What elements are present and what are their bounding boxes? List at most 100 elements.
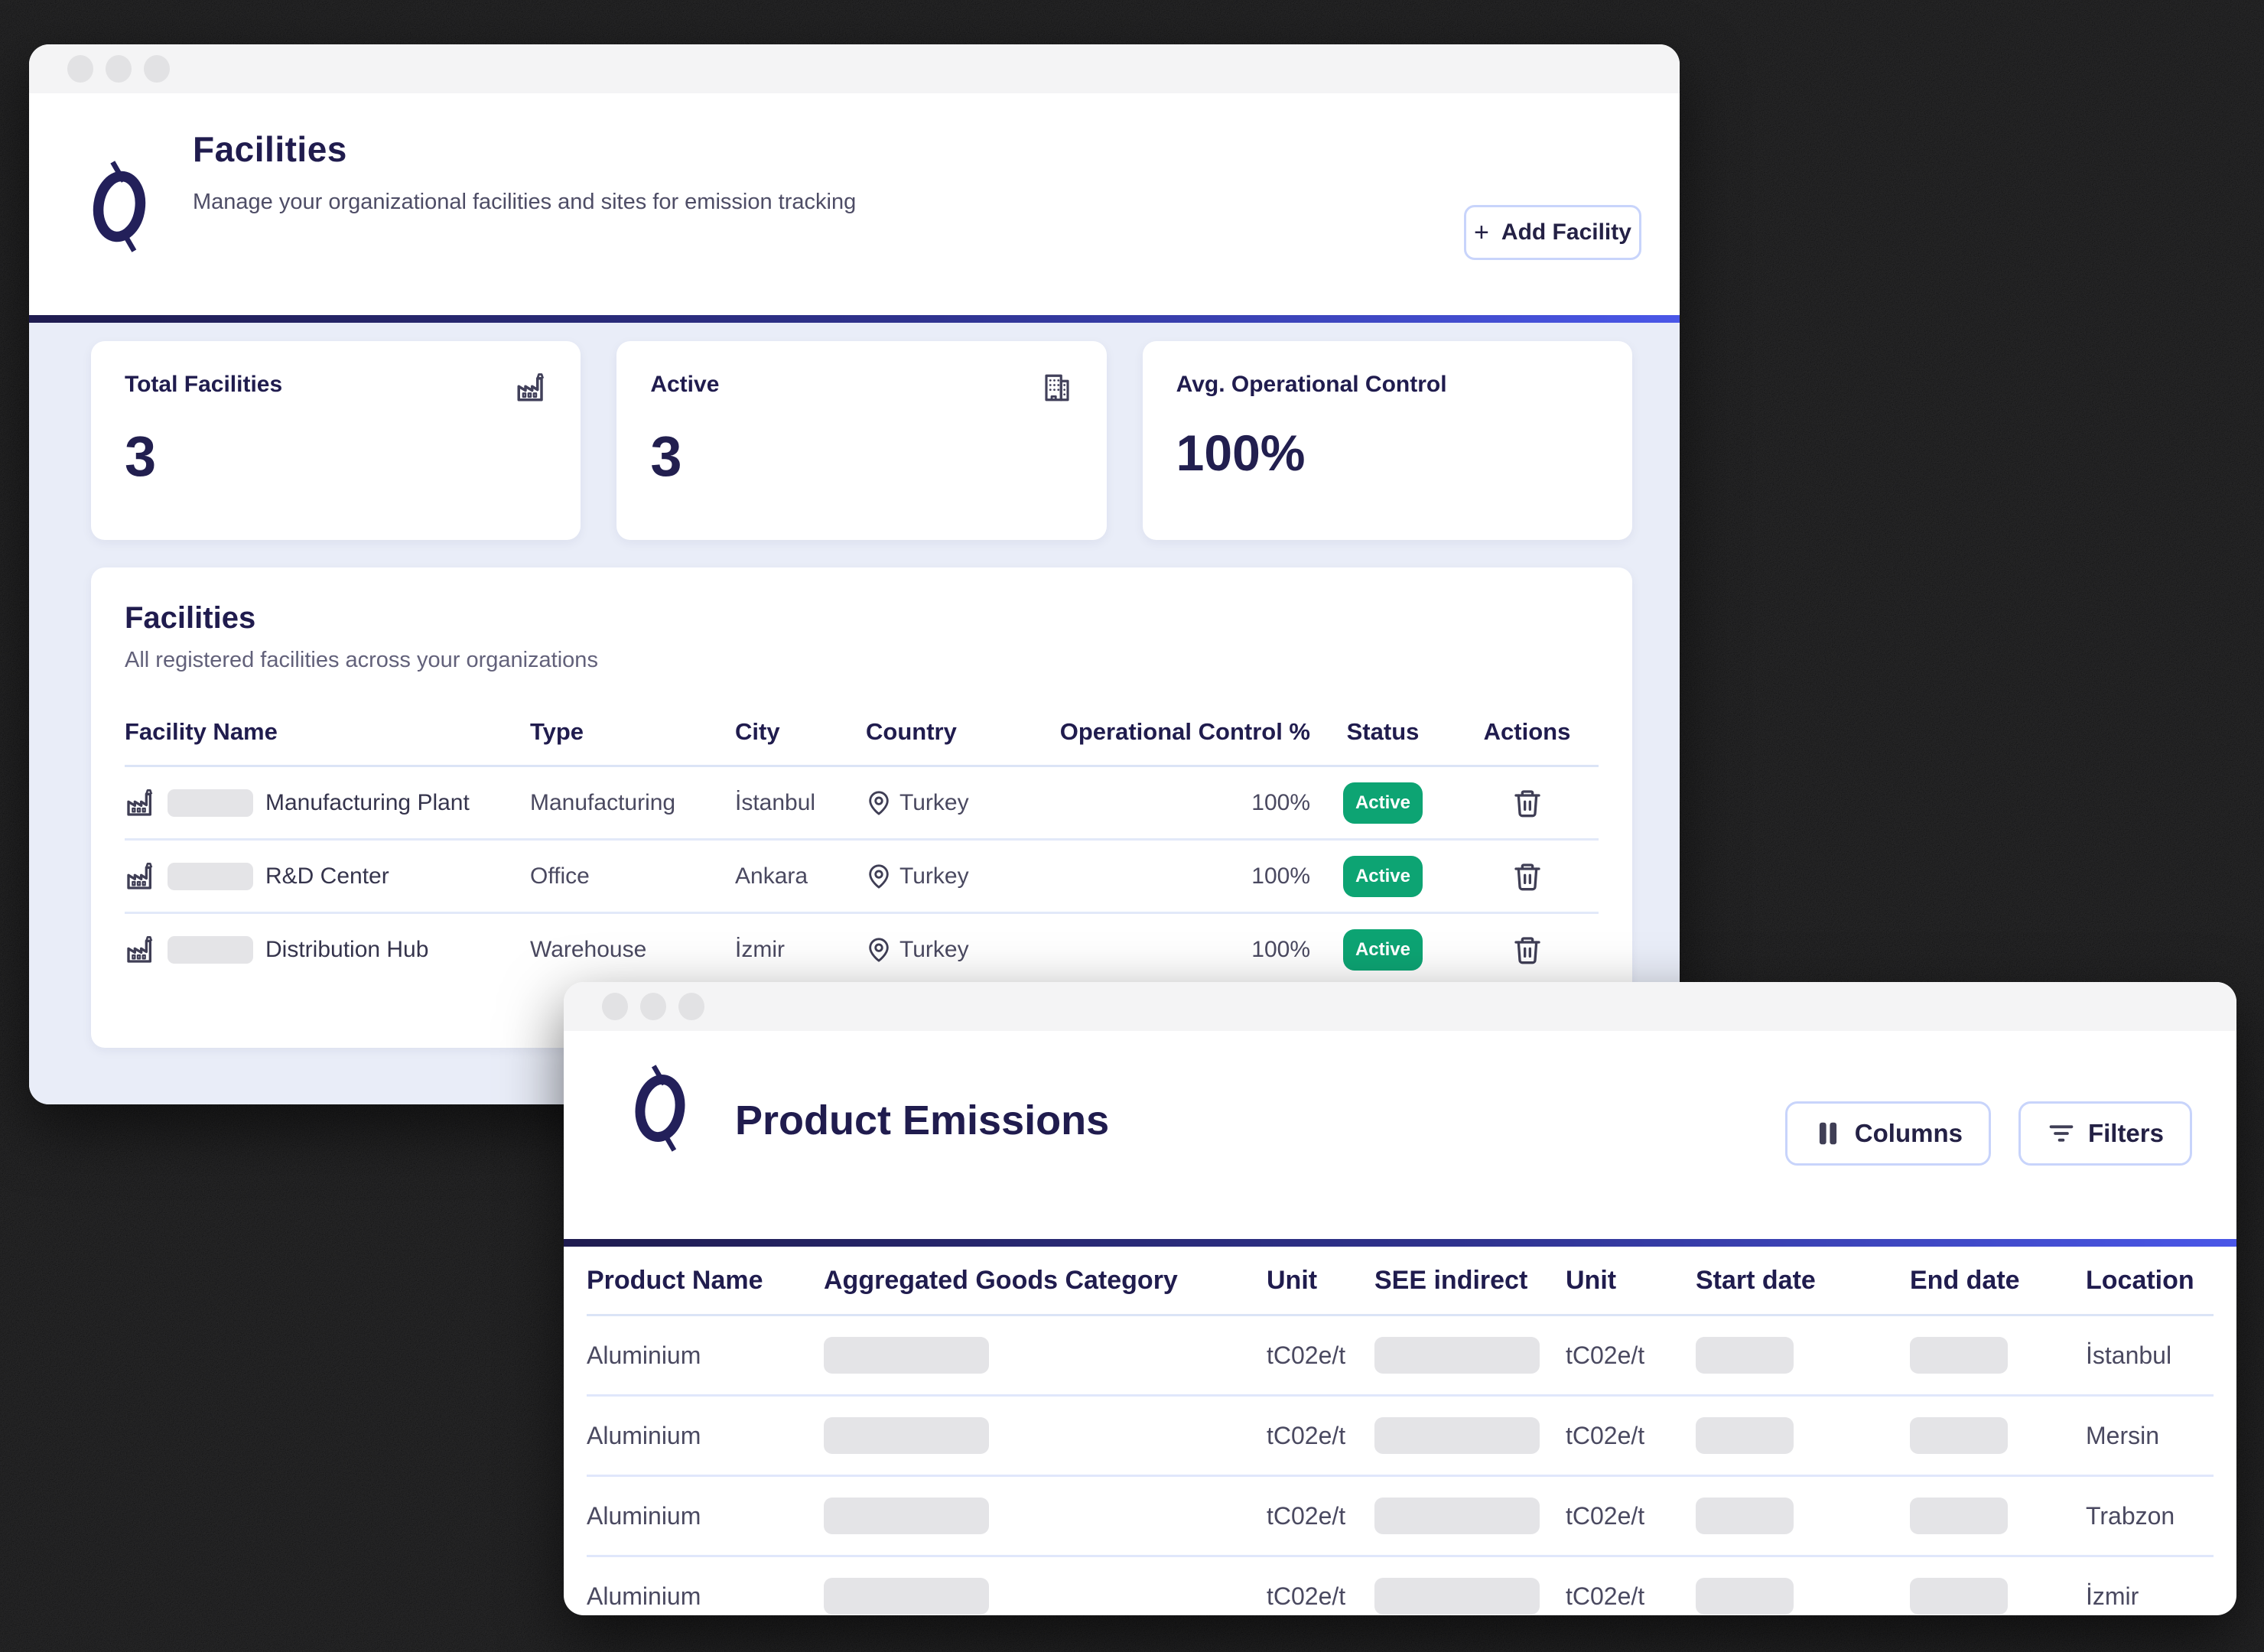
map-pin-icon [869, 790, 889, 815]
status-badge: Active [1343, 928, 1423, 971]
redacted-org-name [168, 789, 253, 817]
factory-icon [127, 789, 153, 816]
redacted-see-indirect [1374, 1417, 1540, 1454]
column-header-type: Type [530, 718, 584, 745]
location-value: İzmir [2086, 1582, 2139, 1610]
location-value: Mersin [2086, 1421, 2160, 1449]
window-control-dot[interactable] [144, 55, 170, 83]
redacted-start-date [1696, 1578, 1794, 1615]
stat-value: 3 [125, 424, 157, 488]
redacted-category [824, 1337, 989, 1374]
window-control-dot[interactable] [640, 993, 666, 1020]
table-row: Aluminium tC02e/t tC02e/t İzmir [587, 1557, 2214, 1615]
building-icon [1045, 374, 1069, 402]
trash-icon[interactable] [1512, 788, 1543, 818]
product-name: Aluminium [587, 1501, 701, 1530]
plus-icon: + [1474, 217, 1489, 247]
facilities-window-titlebar [29, 44, 1680, 93]
column-header-unit: Unit [1267, 1265, 1318, 1295]
product-emissions-titlebar [564, 982, 2236, 1031]
facilities-window: Facilities Manage your organizational fa… [29, 44, 1680, 1104]
factory-icon [127, 862, 153, 889]
table-row: Aluminium tC02e/t tC02e/t Mersin [587, 1397, 2214, 1477]
table-row: R&D Center Office Ankara Turkey 100% Act… [125, 841, 1599, 914]
stat-card-active: Active 3 [616, 341, 1107, 540]
facility-city: Ankara [735, 863, 808, 889]
table-card-title: Facilities [125, 601, 256, 635]
page-title: Facilities [193, 129, 347, 169]
page-subtitle: Manage your organizational facilities an… [193, 190, 857, 214]
facility-type: Office [530, 863, 590, 889]
factory-icon [127, 935, 153, 963]
redacted-category [824, 1417, 989, 1454]
table-card-subtitle: All registered facilities across your or… [125, 648, 598, 672]
stats-row: Total Facilities 3 Active 3 Avg. Operati… [91, 341, 1632, 540]
unit-value: tC02e/t [1566, 1582, 1645, 1610]
redacted-end-date [1910, 1417, 2008, 1454]
location-value: Trabzon [2086, 1501, 2175, 1530]
column-header-location: Location [2086, 1265, 2194, 1295]
column-header-unit-2: Unit [1566, 1265, 1617, 1295]
facility-type: Manufacturing [530, 789, 676, 815]
filters-button-label: Filters [2087, 1119, 2164, 1147]
accent-divider [29, 315, 1680, 323]
stat-value: 3 [650, 424, 682, 488]
redacted-end-date [1910, 1337, 2008, 1374]
status-badge: Active [1343, 855, 1423, 897]
window-control-dot[interactable] [678, 993, 704, 1020]
trash-icon[interactable] [1512, 861, 1543, 892]
product-emissions-table: Product Name Aggregated Goods Category U… [564, 1247, 2236, 1615]
column-header-start-date: Start date [1696, 1265, 1816, 1295]
window-control-dot[interactable] [602, 993, 628, 1020]
page-title: Product Emissions [735, 1098, 1110, 1143]
app-logo-icon [623, 1065, 697, 1152]
unit-value: tC02e/t [1566, 1501, 1645, 1530]
redacted-start-date [1696, 1337, 1794, 1374]
filters-button[interactable]: Filters [2018, 1101, 2192, 1166]
product-emissions-table-header: Product Name Aggregated Goods Category U… [587, 1247, 2214, 1316]
product-name: Aluminium [587, 1582, 701, 1610]
window-control-dot[interactable] [106, 55, 132, 83]
add-facility-button[interactable]: + Add Facility [1464, 205, 1641, 260]
columns-button-label: Columns [1854, 1119, 1963, 1147]
redacted-start-date [1696, 1417, 1794, 1454]
accent-divider [564, 1239, 2236, 1247]
column-header-end-date: End date [1910, 1265, 2020, 1295]
table-row: Aluminium tC02e/t tC02e/t İstanbul [587, 1316, 2214, 1397]
facilities-table-card: Facilities All registered facilities acr… [91, 567, 1632, 1048]
product-emissions-header: Product Emissions Columns Filters [564, 1031, 2236, 1239]
stat-card-total-facilities: Total Facilities 3 [91, 341, 581, 540]
facilities-table-header: Facility Name Type City Country Operatio… [125, 699, 1599, 767]
stat-label: Active [650, 372, 720, 397]
stat-value: 100% [1176, 424, 1306, 481]
map-pin-icon [869, 863, 889, 889]
column-header-actions: Actions [1483, 718, 1571, 745]
app-logo-icon [80, 161, 159, 252]
operational-control-value: 100% [1251, 863, 1310, 889]
operational-control-value: 100% [1251, 936, 1310, 962]
table-row: Manufacturing Plant Manufacturing İstanb… [125, 767, 1599, 841]
map-pin-icon [869, 937, 889, 962]
facility-type: Warehouse [530, 936, 647, 962]
facility-country: Turkey [899, 936, 969, 962]
table-row: Aluminium tC02e/t tC02e/t Trabzon [587, 1477, 2214, 1557]
table-row: Distribution Hub Warehouse İzmir Turkey … [125, 914, 1599, 985]
unit-value: tC02e/t [1566, 1341, 1645, 1369]
add-facility-label: Add Facility [1501, 220, 1631, 245]
redacted-see-indirect [1374, 1578, 1540, 1615]
operational-control-value: 100% [1251, 789, 1310, 815]
column-header-operational-control: Operational Control % [1059, 718, 1310, 745]
factory-icon [517, 372, 545, 402]
unit-value: tC02e/t [1566, 1421, 1645, 1449]
facilities-header: Facilities Manage your organizational fa… [29, 93, 1680, 315]
columns-button[interactable]: Columns [1784, 1101, 1991, 1166]
facility-name: R&D Center [265, 863, 389, 889]
facility-name: Distribution Hub [265, 936, 429, 962]
location-value: İstanbul [2086, 1341, 2172, 1369]
column-header-country: Country [866, 718, 957, 745]
trash-icon[interactable] [1512, 935, 1543, 965]
stat-label: Avg. Operational Control [1176, 372, 1447, 397]
window-control-dot[interactable] [67, 55, 93, 83]
redacted-org-name [168, 935, 253, 964]
